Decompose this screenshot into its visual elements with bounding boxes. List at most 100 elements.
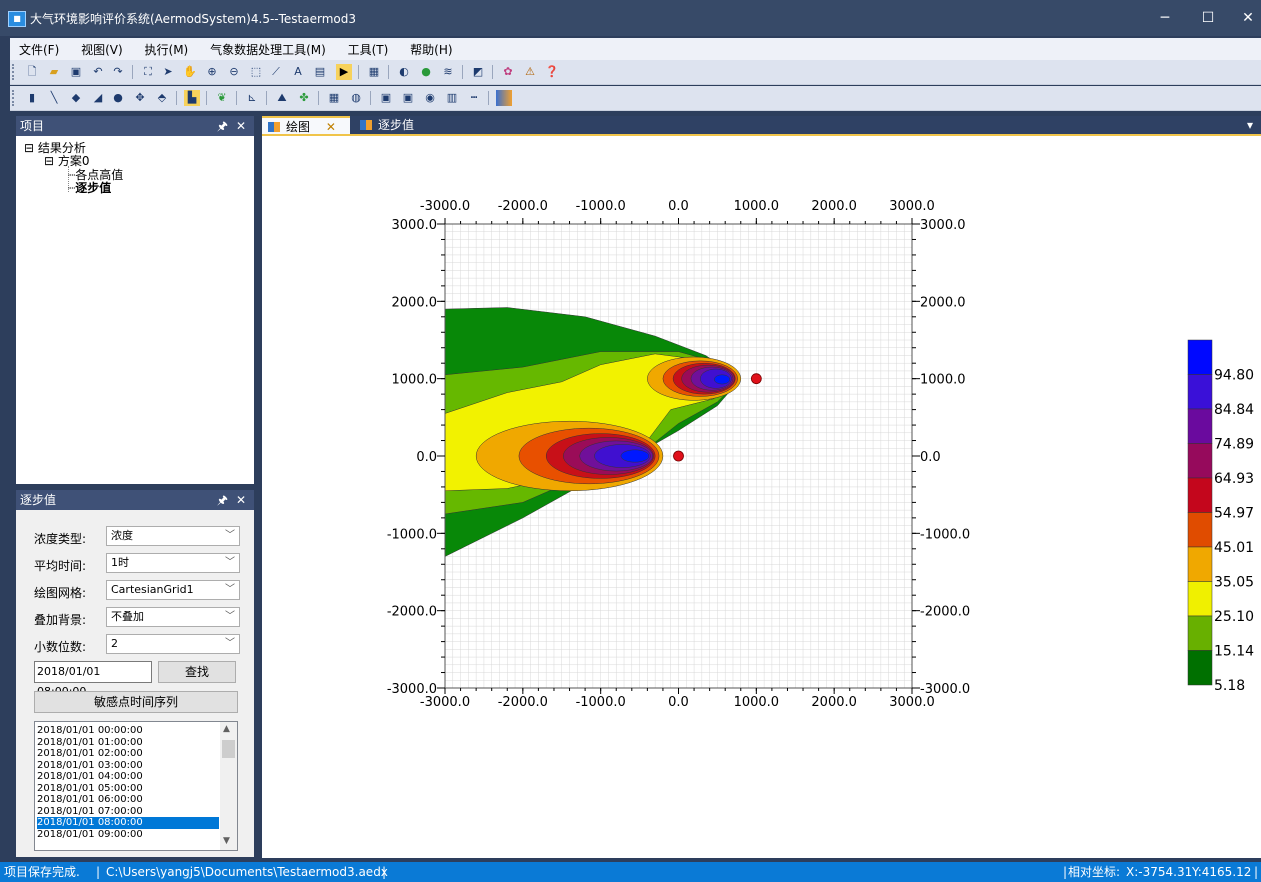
menu-file[interactable]: 文件(F) (19, 43, 60, 57)
pin-icon[interactable]: 🖈 (216, 493, 228, 507)
grid-icon[interactable]: ▦ (328, 91, 340, 104)
x-tick-label-top: 1000.0 (734, 199, 780, 214)
zoom-out-icon[interactable]: ⊖ (229, 65, 239, 78)
building-icon[interactable]: ▙ (184, 90, 200, 106)
circle-source-icon[interactable]: ● (113, 91, 123, 104)
tab-plot[interactable]: 绘图 ✕ (262, 116, 350, 134)
report-icon[interactable]: ▤ (314, 65, 326, 78)
new-file-icon[interactable]: 🗋 (27, 65, 37, 78)
menu-run[interactable]: 执行(M) (144, 43, 189, 57)
time-list[interactable]: 2018/01/01 00:00:00 2018/01/01 01:00:00 20… (34, 721, 238, 851)
time-list-item[interactable]: 2018/01/01 04:00:00 (37, 771, 143, 782)
measure-icon[interactable]: ⟋ (272, 65, 280, 78)
map-icon[interactable] (496, 90, 512, 106)
time-list-item[interactable]: 2018/01/01 03:00:00 (37, 759, 143, 771)
field-decimals: 小数位数: 2 ﹀ (34, 634, 240, 656)
pan-hand-icon[interactable]: ✋ (183, 65, 197, 78)
zoom-in-icon[interactable]: ⊕ (207, 65, 217, 78)
plot-tab-icon (268, 122, 280, 132)
palette-icon[interactable]: ◐ (399, 65, 409, 78)
polar-grid-icon[interactable]: ◍ (351, 91, 361, 104)
x-tick-label-bottom: -2000.0 (498, 695, 548, 710)
decimals-select[interactable]: 2 ﹀ (106, 634, 240, 654)
close-tab-icon[interactable]: ✕ (325, 120, 336, 134)
chevron-down-icon: ﹀ (225, 611, 235, 622)
time-list-scrollbar[interactable]: ▲ ▼ (220, 722, 237, 850)
x-tick-label-bottom: -1000.0 (576, 695, 626, 710)
label-icon[interactable]: A (294, 65, 302, 78)
select-arrow-icon[interactable]: ➤ (163, 65, 173, 78)
pin-icon[interactable]: 🖈 (216, 119, 228, 133)
save-icon[interactable]: ▣ (70, 65, 82, 78)
time-list-item[interactable]: 2018/01/01 02:00:00 (37, 748, 143, 759)
legend-label: 45.01 (1214, 540, 1254, 556)
time-list-item[interactable]: 2018/01/01 08:00:00 (37, 817, 219, 829)
concentration-type-select[interactable]: 浓度 ﹀ (106, 526, 240, 546)
close-icon[interactable]: ✕ (235, 493, 246, 507)
legend-label: 94.80 (1214, 368, 1254, 384)
layers-icon[interactable]: ≋ (443, 65, 453, 78)
scroll-thumb[interactable] (222, 740, 235, 758)
receptor-icon[interactable]: ❦ (217, 91, 227, 104)
full-extent-icon[interactable]: ⛶ (144, 65, 152, 78)
volume-source-icon[interactable]: ✥ (135, 91, 145, 104)
tree-node-results[interactable]: ⊟ 结果分析 (24, 141, 86, 155)
time-list-item[interactable]: 2018/01/01 05:00:00 (37, 782, 143, 794)
toolbar-grip (12, 90, 17, 106)
menu-help[interactable]: 帮助(H) (410, 43, 453, 57)
point-source-icon[interactable]: ▮ (28, 91, 36, 104)
menu-tools[interactable]: 工具(T) (347, 43, 389, 57)
contour-plot[interactable]: -3000.0-3000.0-2000.0-2000.0-1000.0-1000… (262, 116, 1261, 858)
minimize-button[interactable]: ─ (1160, 10, 1170, 26)
tab-dropdown-icon[interactable]: ▾ (1247, 118, 1254, 132)
legend-swatch (1187, 650, 1213, 686)
color-fill-icon[interactable]: ✿ (503, 65, 513, 78)
document-icon[interactable]: ▥ (446, 91, 458, 104)
menu-view[interactable]: 视图(V) (81, 43, 123, 57)
find-button[interactable]: 查找 (158, 661, 236, 683)
tree-item-step-values[interactable]: ┈逐步值 (68, 181, 112, 195)
plot-grid-select[interactable]: CartesianGrid1 ﹀ (106, 580, 240, 600)
open-folder-icon[interactable]: ▰ (49, 65, 59, 78)
average-time-select[interactable]: 1时 ﹀ (106, 553, 240, 573)
grid-tool-icon[interactable]: ▦ (368, 65, 380, 78)
contour-icon[interactable]: ● (421, 65, 431, 78)
terrain-icon[interactable]: ⚠ (525, 65, 535, 78)
tree-item-peak-values[interactable]: ┈各点高值 (68, 168, 124, 182)
tab-step-values[interactable]: 逐步值 (354, 116, 434, 134)
chart-view-icon[interactable]: ▣ (402, 91, 414, 104)
datetime-input[interactable]: 2018/01/01 08:00:00 (34, 661, 152, 698)
legend-label: 64.93 (1214, 471, 1254, 487)
maximize-button[interactable]: ☐ (1201, 10, 1215, 26)
title-bar: ■ 大气环境影响评价系统(AermodSystem)4.5--Testaermo… (0, 0, 1261, 36)
time-list-item[interactable]: 2018/01/01 00:00:00 (37, 725, 143, 736)
table-view-icon[interactable]: ▣ (380, 91, 392, 104)
polygon-source-icon[interactable]: ◢ (93, 91, 103, 104)
export-image-icon[interactable]: ◩ (472, 65, 484, 78)
zoom-rect-icon[interactable]: ⬚ (250, 65, 262, 78)
time-list-item[interactable]: 2018/01/01 06:00:00 (37, 794, 143, 805)
help-icon[interactable]: ❓ (545, 65, 559, 78)
profile-icon[interactable]: ⊾ (247, 91, 257, 104)
menu-met-tools[interactable]: 气象数据处理工具(M) (210, 43, 326, 57)
target-icon[interactable]: ◉ (425, 91, 435, 104)
undo-icon[interactable]: ↶ (93, 65, 103, 78)
close-icon[interactable]: ✕ (235, 119, 246, 133)
time-list-item[interactable]: 2018/01/01 09:00:00 (37, 828, 143, 840)
background-select[interactable]: 不叠加 ﹀ (106, 607, 240, 627)
wind-rose-icon[interactable]: ✤ (299, 91, 309, 104)
ruler-icon[interactable]: ┅ (470, 91, 478, 104)
tree-node-scheme[interactable]: ⊟ 方案0 (44, 154, 90, 168)
area-source-icon[interactable]: ◆ (71, 91, 81, 104)
sensitive-series-button[interactable]: 敏感点时间序列 (34, 691, 238, 713)
time-list-item[interactable]: 2018/01/01 07:00:00 (37, 805, 143, 817)
close-button[interactable]: ✕ (1242, 10, 1254, 26)
status-message: 项目保存完成. (4, 865, 80, 879)
run-icon[interactable]: ▶ (336, 64, 352, 80)
time-list-item[interactable]: 2018/01/01 01:00:00 (37, 736, 143, 748)
redo-icon[interactable]: ↷ (113, 65, 123, 78)
app-icon: ■ (8, 11, 26, 27)
line-source-icon[interactable]: ╲ (50, 91, 58, 104)
flare-source-icon[interactable]: ⬘ (157, 91, 167, 104)
terrain-peak-icon[interactable]: ⛰ (277, 91, 287, 104)
